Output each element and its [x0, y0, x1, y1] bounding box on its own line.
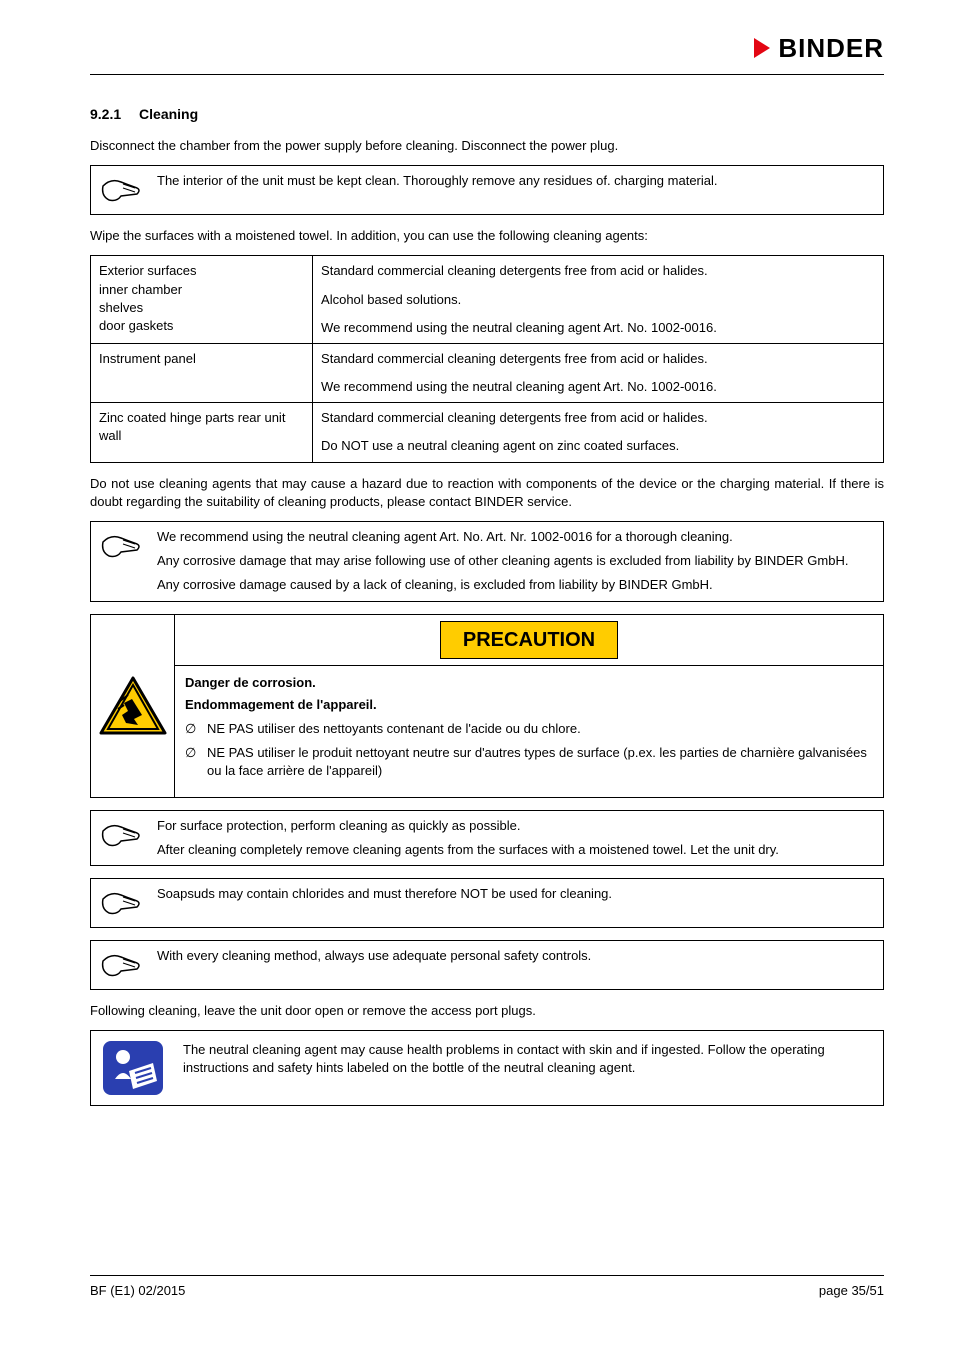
info-text: For surface protection, perform cleaning…: [157, 817, 875, 835]
section-title: Cleaning: [139, 106, 198, 122]
caution-bullet: ∅ NE PAS utiliser le produit nettoyant n…: [185, 744, 873, 780]
caution-line: Endommagement de l'appareil.: [185, 696, 873, 714]
cell-line: We recommend using the neutral cleaning …: [321, 319, 875, 337]
caution-title-bar: PRECAUTION: [175, 615, 883, 666]
cell-line: Standard commercial cleaning detergents …: [321, 262, 875, 280]
info-box-recommend: We recommend using the neutral cleaning …: [90, 521, 884, 602]
info-text: Any corrosive damage that may arise foll…: [157, 552, 875, 570]
brand-logo: BINDER: [752, 30, 884, 66]
caution-title: PRECAUTION: [440, 621, 618, 659]
hand-point-icon: [91, 522, 149, 601]
table-row: Instrument panel Standard commercial cle…: [91, 343, 884, 402]
post-table-paragraph: Do not use cleaning agents that may caus…: [90, 475, 884, 511]
table-row: Zinc coated hinge parts rear unit wall S…: [91, 403, 884, 462]
info-text: Any corrosive damage caused by a lack of…: [157, 576, 875, 594]
info-box-surface-protection: For surface protection, perform cleaning…: [90, 810, 884, 866]
cell-line: Standard commercial cleaning detergents …: [321, 409, 875, 427]
info-text: Soapsuds may contain chlorides and must …: [157, 885, 875, 903]
footer-left: BF (E1) 02/2015: [90, 1282, 185, 1300]
caution-box: PRECAUTION Danger de corrosion. Endommag…: [90, 614, 884, 798]
info-text: We recommend using the neutral cleaning …: [157, 528, 875, 546]
table-row: Exterior surfaces inner chamber shelves …: [91, 256, 884, 344]
cell-line: We recommend using the neutral cleaning …: [321, 378, 875, 396]
intro-paragraph: Disconnect the chamber from the power su…: [90, 137, 884, 155]
caution-line: Danger de corrosion.: [185, 674, 873, 692]
cell-line: Standard commercial cleaning detergents …: [321, 350, 875, 368]
bullet-text: NE PAS utiliser le produit nettoyant neu…: [207, 744, 873, 780]
info-box-safety-controls: With every cleaning method, always use a…: [90, 940, 884, 990]
table-cell: Zinc coated hinge parts rear unit wall: [91, 403, 313, 462]
table-cell: Standard commercial cleaning detergents …: [313, 403, 884, 462]
hand-point-icon: [91, 941, 149, 989]
info-text: With every cleaning method, always use a…: [157, 947, 875, 965]
hand-point-icon: [91, 879, 149, 927]
info-box-clean-interior: The interior of the unit must be kept cl…: [90, 165, 884, 215]
cell-line: Alcohol based solutions.: [321, 291, 875, 309]
bullet-text: NE PAS utiliser des nettoyants contenant…: [207, 720, 581, 738]
read-text: The neutral cleaning agent may cause hea…: [183, 1041, 875, 1077]
hand-point-icon: [91, 166, 149, 214]
table-cell: Standard commercial cleaning detergents …: [313, 256, 884, 344]
read-manual-icon: [91, 1031, 175, 1105]
closing-paragraph: Following cleaning, leave the unit door …: [90, 1002, 884, 1020]
logo-text: BINDER: [778, 30, 884, 66]
hand-point-icon: [91, 811, 149, 865]
table-cell: Exterior surfaces inner chamber shelves …: [91, 256, 313, 344]
cleaning-agents-table: Exterior surfaces inner chamber shelves …: [90, 255, 884, 462]
table-cell: Standard commercial cleaning detergents …: [313, 343, 884, 402]
read-instructions-box: The neutral cleaning agent may cause hea…: [90, 1030, 884, 1106]
section-number: 9.2.1: [90, 105, 121, 125]
prohibit-icon: ∅: [185, 744, 207, 780]
info-text: After cleaning completely remove cleanin…: [157, 841, 875, 859]
info-box-soapsuds: Soapsuds may contain chlorides and must …: [90, 878, 884, 928]
section-heading: 9.2.1 Cleaning: [90, 105, 884, 125]
footer-right: page 35/51: [819, 1282, 884, 1300]
page-footer: BF (E1) 02/2015 page 35/51: [90, 1275, 884, 1300]
warning-triangle-icon: [91, 615, 175, 797]
wipe-paragraph: Wipe the surfaces with a moistened towel…: [90, 227, 884, 245]
info-text: The interior of the unit must be kept cl…: [157, 172, 875, 190]
caution-bullet: ∅ NE PAS utiliser des nettoyants contena…: [185, 720, 873, 738]
prohibit-icon: ∅: [185, 720, 207, 738]
page-header: BINDER: [90, 30, 884, 75]
cell-line: Do NOT use a neutral cleaning agent on z…: [321, 437, 875, 455]
logo-triangle-icon: [752, 36, 772, 60]
table-cell: Instrument panel: [91, 343, 313, 402]
